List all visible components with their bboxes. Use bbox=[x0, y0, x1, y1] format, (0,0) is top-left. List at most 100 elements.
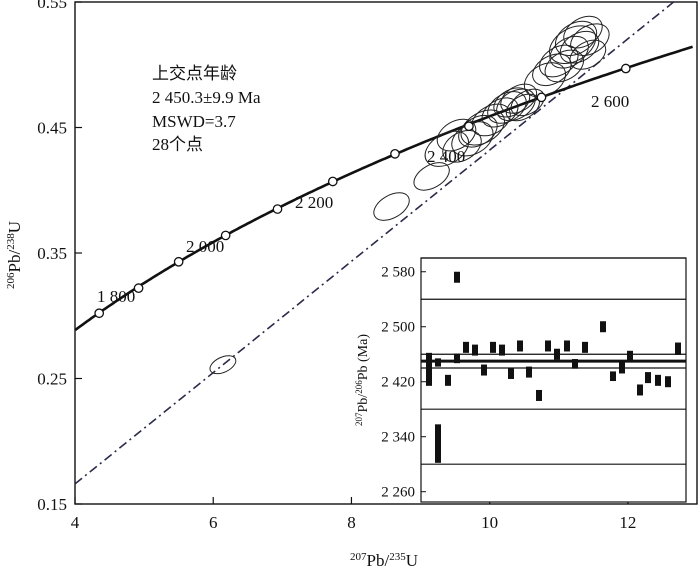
inset-y-axis-title-sup-3: 206 bbox=[354, 380, 364, 394]
concordia-marker bbox=[173, 256, 184, 267]
y-axis-title: 206Pb/238U bbox=[5, 221, 24, 289]
inset-y-axis-title: 207Pb/206Pb (Ma) bbox=[354, 334, 371, 426]
inset-age-bar bbox=[675, 342, 681, 355]
inset-plot: 2 260 2 340 2 420 2 500 2 580 207Pb/206Pb (M… bbox=[354, 257, 687, 503]
error-ellipse bbox=[554, 20, 598, 56]
inset-age-bars bbox=[426, 271, 681, 463]
inset-age-bar bbox=[645, 372, 651, 384]
x-axis-title: 207Pb/235U bbox=[350, 551, 418, 570]
error-ellipse bbox=[460, 109, 505, 146]
inset-age-bar bbox=[499, 344, 505, 356]
error-ellipse bbox=[493, 87, 531, 118]
age-label-2200: 2 200 bbox=[295, 193, 333, 212]
inset-age-bar bbox=[435, 358, 441, 367]
inset-age-bar bbox=[517, 340, 523, 352]
annotation-count: 28个点 bbox=[152, 135, 203, 154]
x-axis-title-part-2: Pb/ bbox=[367, 551, 390, 570]
concordia-marker bbox=[133, 283, 144, 293]
inset-y-axis-title-part-2: Pb/ bbox=[356, 394, 371, 413]
x-tick-label: 8 bbox=[347, 513, 356, 532]
concordia-marker bbox=[536, 92, 547, 103]
y-tick-label: 0.45 bbox=[37, 119, 67, 138]
y-tick-label: 0.35 bbox=[37, 244, 67, 263]
inset-age-bar bbox=[454, 271, 460, 283]
inset-y-tick-label: 2 340 bbox=[381, 430, 415, 446]
error-ellipse bbox=[549, 25, 597, 64]
inset-y-ticks: 2 260 2 340 2 420 2 500 2 580 bbox=[381, 265, 426, 501]
inset-age-bar bbox=[526, 366, 532, 378]
inset-age-bar bbox=[627, 350, 633, 361]
inset-age-bar bbox=[610, 371, 616, 382]
inset-age-bar bbox=[619, 362, 625, 374]
error-ellipse bbox=[523, 62, 567, 98]
inset-age-bar bbox=[637, 384, 643, 396]
result-annotation: 上交点年龄 2 450.3±9.9 Ma MSWD=3.7 28个点 bbox=[152, 64, 261, 154]
inset-age-bar bbox=[426, 352, 432, 386]
inset-age-bar bbox=[655, 374, 661, 386]
x-tick-label: 10 bbox=[481, 513, 498, 532]
y-tick-label: 0.25 bbox=[37, 370, 67, 389]
inset-y-axis-title-sup-1: 207 bbox=[354, 412, 364, 426]
inset-age-bar bbox=[508, 367, 514, 379]
inset-y-axis-title-part-4: Pb (Ma) bbox=[356, 334, 371, 381]
age-label-2000: 2 000 bbox=[186, 237, 224, 256]
inset-age-bar bbox=[454, 353, 460, 364]
inset-age-bar bbox=[490, 341, 496, 353]
error-ellipse bbox=[373, 192, 410, 221]
inset-y-tick-label: 2 580 bbox=[381, 265, 415, 281]
error-ellipse bbox=[563, 15, 603, 49]
x-tick-label: 12 bbox=[619, 513, 636, 532]
inset-age-bar bbox=[665, 376, 671, 388]
error-ellipse bbox=[570, 23, 610, 56]
x-tick-label: 6 bbox=[209, 513, 218, 532]
annotation-title: 上交点年龄 bbox=[152, 64, 237, 83]
x-tick-label: 4 bbox=[71, 513, 80, 532]
inset-age-bar bbox=[463, 341, 469, 353]
y-axis-title-part-2: Pb/ bbox=[5, 250, 24, 273]
inset-age-bar bbox=[582, 341, 588, 353]
concordia-marker bbox=[327, 176, 338, 187]
x-axis-title-part-4: U bbox=[406, 551, 418, 570]
inset-y-tick-label: 2 420 bbox=[381, 375, 415, 391]
age-label-2400: 2 400 bbox=[427, 147, 465, 166]
inset-age-bar bbox=[564, 340, 570, 352]
inset-y-tick-label: 2 260 bbox=[381, 485, 415, 501]
concordia-marker bbox=[464, 121, 474, 132]
inset-y-tick-label: 2 500 bbox=[381, 320, 415, 336]
age-label-2600: 2 600 bbox=[591, 92, 629, 111]
error-ellipse bbox=[471, 103, 511, 137]
age-label-1800: 1 800 bbox=[97, 287, 135, 306]
error-ellipse bbox=[413, 162, 450, 191]
inset-age-bar bbox=[572, 359, 578, 369]
error-ellipse bbox=[481, 97, 519, 128]
annotation-age: 2 450.3±9.9 Ma bbox=[152, 88, 261, 107]
annotation-mswd: MSWD=3.7 bbox=[152, 112, 236, 131]
inset-age-bar bbox=[481, 364, 487, 376]
concordia-marker bbox=[272, 204, 283, 214]
concordia-age-markers bbox=[94, 63, 631, 319]
y-axis-title-part-4: U bbox=[5, 221, 24, 233]
y-axis-ticks: 0.15 0.25 0.35 0.45 0.55 bbox=[37, 0, 82, 514]
error-ellipse bbox=[209, 355, 237, 375]
error-ellipse bbox=[436, 118, 477, 152]
inset-age-bar bbox=[536, 389, 542, 401]
x-axis-title-sup-1: 207 bbox=[350, 551, 367, 563]
main-plot: 4 6 8 10 12 0.15 0.25 0.35 0.45 0.55 1 800 2 000… bbox=[5, 0, 698, 570]
x-axis-ticks: 4 6 8 10 12 bbox=[71, 497, 636, 532]
inset-age-bar bbox=[435, 424, 441, 463]
discordia-line bbox=[74, 0, 678, 485]
error-ellipse bbox=[559, 30, 600, 64]
x-axis-title-sup-3: 235 bbox=[389, 551, 406, 563]
y-axis-title-sup-3: 238 bbox=[5, 233, 17, 250]
concordia-marker bbox=[390, 149, 400, 159]
concordia-marker bbox=[620, 63, 631, 74]
inset-age-bar bbox=[600, 321, 606, 333]
inset-age-bar bbox=[545, 340, 551, 352]
concordia-marker bbox=[220, 230, 231, 241]
concordia-marker bbox=[94, 308, 105, 319]
y-tick-label: 0.15 bbox=[37, 495, 67, 514]
y-axis-title-sup-1: 206 bbox=[5, 272, 17, 289]
inset-age-bar bbox=[554, 348, 560, 360]
inset-age-bar bbox=[472, 344, 478, 356]
